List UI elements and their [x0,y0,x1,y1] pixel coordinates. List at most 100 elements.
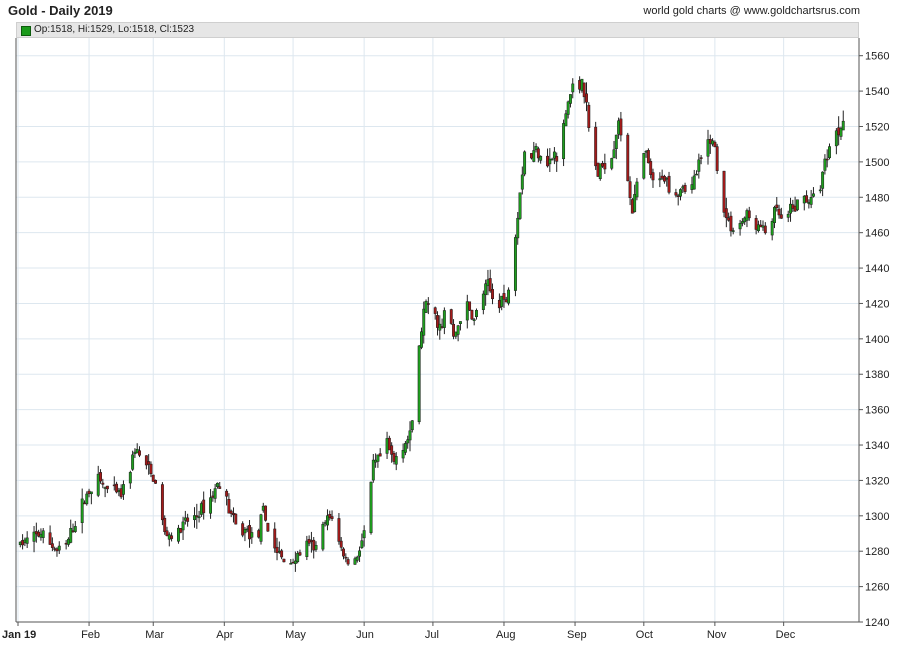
candle-down [227,499,231,514]
candle-up [839,128,843,137]
candle-down [64,542,68,545]
candle-up [761,225,765,228]
candle-down [793,205,797,212]
y-tick-label: 1560 [865,51,889,63]
candle-up [472,319,476,321]
candle-up [697,159,701,172]
candle-down [676,195,680,197]
candle-down [470,309,474,320]
candle-up [305,540,309,557]
candle-up [245,528,249,531]
candle-up [199,503,203,515]
candle-down [433,307,437,314]
candle-down [594,126,598,167]
candle-down [105,485,109,490]
candle-up [695,173,698,176]
candle-up [516,217,520,239]
candle-up [518,192,522,219]
candle-up [539,156,543,161]
candle-up [289,563,293,565]
candle-up [841,120,845,131]
candle-up [69,528,73,543]
candle-up [743,217,747,223]
candle-down [649,161,653,175]
candle-up [552,151,556,159]
x-tick-label: Jul [425,629,439,641]
candle-up [786,213,790,218]
candle-down [779,214,783,219]
y-tick-label: 1480 [865,192,889,204]
candle-down [83,502,86,505]
candle-down [257,530,261,538]
candle-down [50,543,54,548]
candle-down [699,157,703,159]
candle-up [135,448,139,454]
candle-down [440,326,444,328]
candle-up [355,556,359,561]
candle-up [642,153,646,179]
candle-up [209,497,213,514]
x-tick-label: May [285,629,306,641]
candle-up [376,454,380,462]
candle-up [39,533,43,538]
candle-up [183,517,187,521]
candle-down [165,530,169,537]
candle-down [536,148,540,159]
candle-up [711,140,715,145]
candle-down [708,138,712,144]
candle-down [186,517,190,522]
candle-up [314,545,318,550]
candle-up [85,493,89,505]
candle-down [21,540,25,546]
candle-down [275,546,279,553]
candle-down [339,540,343,548]
candle-down [229,510,233,514]
candle-down [170,535,174,539]
candle-up [18,541,22,545]
candle-up [23,539,27,543]
candle-down [837,127,841,136]
candle-up [369,481,373,534]
legend-swatch [21,26,31,36]
candle-up [321,523,325,550]
candle-up [802,195,806,204]
candle-down [211,495,215,498]
candle-down [674,192,678,196]
candle-up [133,451,137,455]
candle-down [775,204,779,209]
candle-down [596,162,600,177]
candle-up [89,491,93,495]
y-tick-label: 1440 [865,263,889,275]
candle-down [660,175,664,179]
candle-down [291,561,295,564]
candle-down [546,155,549,167]
candle-up [117,490,121,492]
candle-down [601,162,604,167]
candle-up [569,94,572,104]
candle-up [612,149,616,159]
x-tick-label: Oct [636,629,653,641]
candle-up [562,123,566,160]
candle-up [438,323,442,331]
candle-down [582,82,586,98]
y-tick-label: 1520 [865,121,889,133]
candle-down [154,479,157,484]
candle-up [635,181,639,198]
candle-up [690,184,694,190]
y-tick-label: 1540 [865,86,889,98]
candle-up [571,83,575,93]
candle-down [309,540,313,543]
candle-up [408,430,412,441]
candle-down [777,208,781,216]
candle-up [807,202,811,204]
candle-down [101,482,105,485]
ohlc-readout: Op:1518, Hi:1529, Lo:1518, Cl:1523 [34,24,195,35]
candle-down [138,450,141,456]
candle-down [387,437,391,451]
candle-up [401,449,405,459]
x-tick-label: Aug [496,629,516,641]
candle-down [763,225,767,234]
y-tick-label: 1260 [865,582,889,594]
chart-title: Gold - Daily 2019 [8,3,113,18]
